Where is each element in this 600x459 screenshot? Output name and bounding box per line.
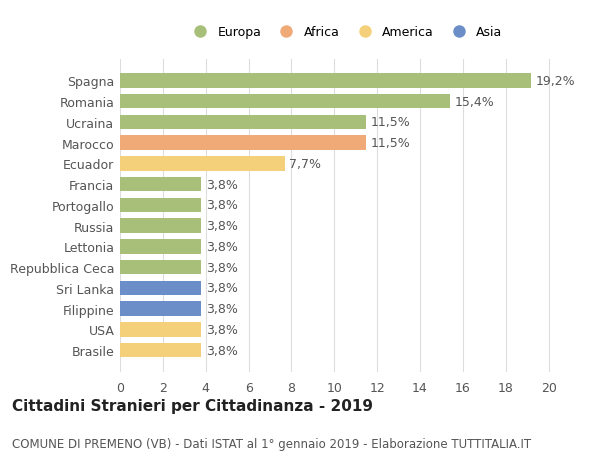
Text: 3,8%: 3,8% xyxy=(206,282,238,295)
Text: 7,7%: 7,7% xyxy=(289,157,321,170)
Text: 11,5%: 11,5% xyxy=(371,137,410,150)
Text: 3,8%: 3,8% xyxy=(206,302,238,315)
Bar xyxy=(120,178,202,192)
Text: 19,2%: 19,2% xyxy=(536,75,575,88)
Text: Cittadini Stranieri per Cittadinanza - 2019: Cittadini Stranieri per Cittadinanza - 2… xyxy=(12,398,373,413)
Bar xyxy=(120,136,367,151)
Bar xyxy=(120,74,532,88)
Bar xyxy=(120,115,367,130)
Text: 3,8%: 3,8% xyxy=(206,199,238,212)
Text: COMUNE DI PREMENO (VB) - Dati ISTAT al 1° gennaio 2019 - Elaborazione TUTTITALIA: COMUNE DI PREMENO (VB) - Dati ISTAT al 1… xyxy=(12,437,531,450)
Text: 3,8%: 3,8% xyxy=(206,344,238,357)
Bar xyxy=(120,343,202,358)
Bar xyxy=(120,157,285,171)
Bar xyxy=(120,95,450,109)
Bar xyxy=(120,322,202,337)
Text: 3,8%: 3,8% xyxy=(206,323,238,336)
Legend: Europa, Africa, America, Asia: Europa, Africa, America, Asia xyxy=(184,22,506,43)
Bar xyxy=(120,302,202,316)
Text: 11,5%: 11,5% xyxy=(371,116,410,129)
Bar xyxy=(120,198,202,213)
Text: 3,8%: 3,8% xyxy=(206,178,238,191)
Text: 15,4%: 15,4% xyxy=(454,95,494,108)
Bar xyxy=(120,281,202,296)
Bar xyxy=(120,260,202,275)
Bar xyxy=(120,219,202,233)
Bar xyxy=(120,240,202,254)
Text: 3,8%: 3,8% xyxy=(206,219,238,233)
Text: 3,8%: 3,8% xyxy=(206,241,238,253)
Text: 3,8%: 3,8% xyxy=(206,261,238,274)
